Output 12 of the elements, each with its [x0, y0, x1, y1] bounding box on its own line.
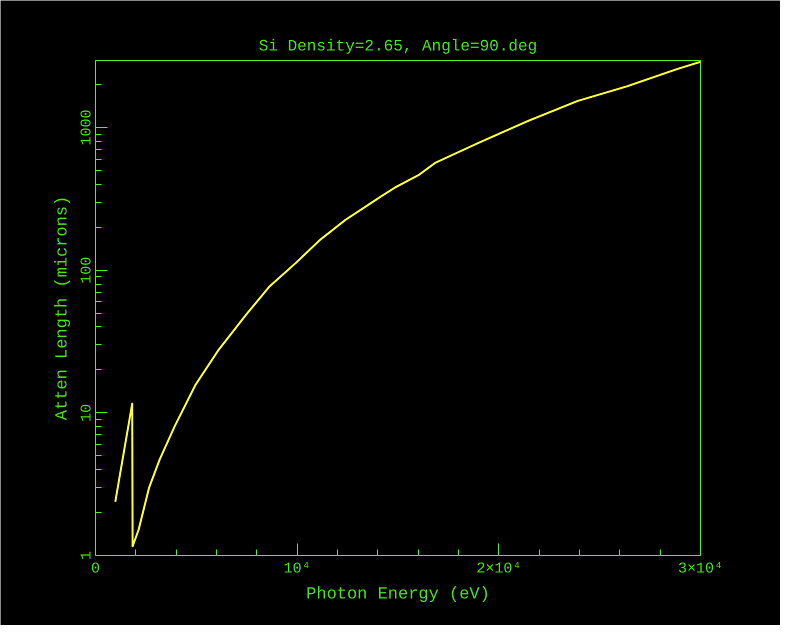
- chart-title: Si Density=2.65, Angle=90.deg: [258, 38, 538, 56]
- x-tick-label: 10⁴: [284, 560, 311, 578]
- x-axis-title: Photon Energy (eV): [306, 586, 490, 604]
- y-tick-label: 1000: [78, 110, 96, 146]
- y-axis-title: Atten Length (microns): [54, 196, 72, 420]
- y-tick-label: 1: [78, 550, 96, 560]
- line-series: [114, 60, 700, 548]
- x-tick-label: 2×10⁴: [476, 560, 522, 578]
- y-tick-label: 10: [78, 404, 96, 422]
- x-tick-label: 0: [91, 560, 100, 578]
- x-tick-label: 3×10⁴: [678, 560, 724, 578]
- y-tick-label: 100: [78, 256, 96, 284]
